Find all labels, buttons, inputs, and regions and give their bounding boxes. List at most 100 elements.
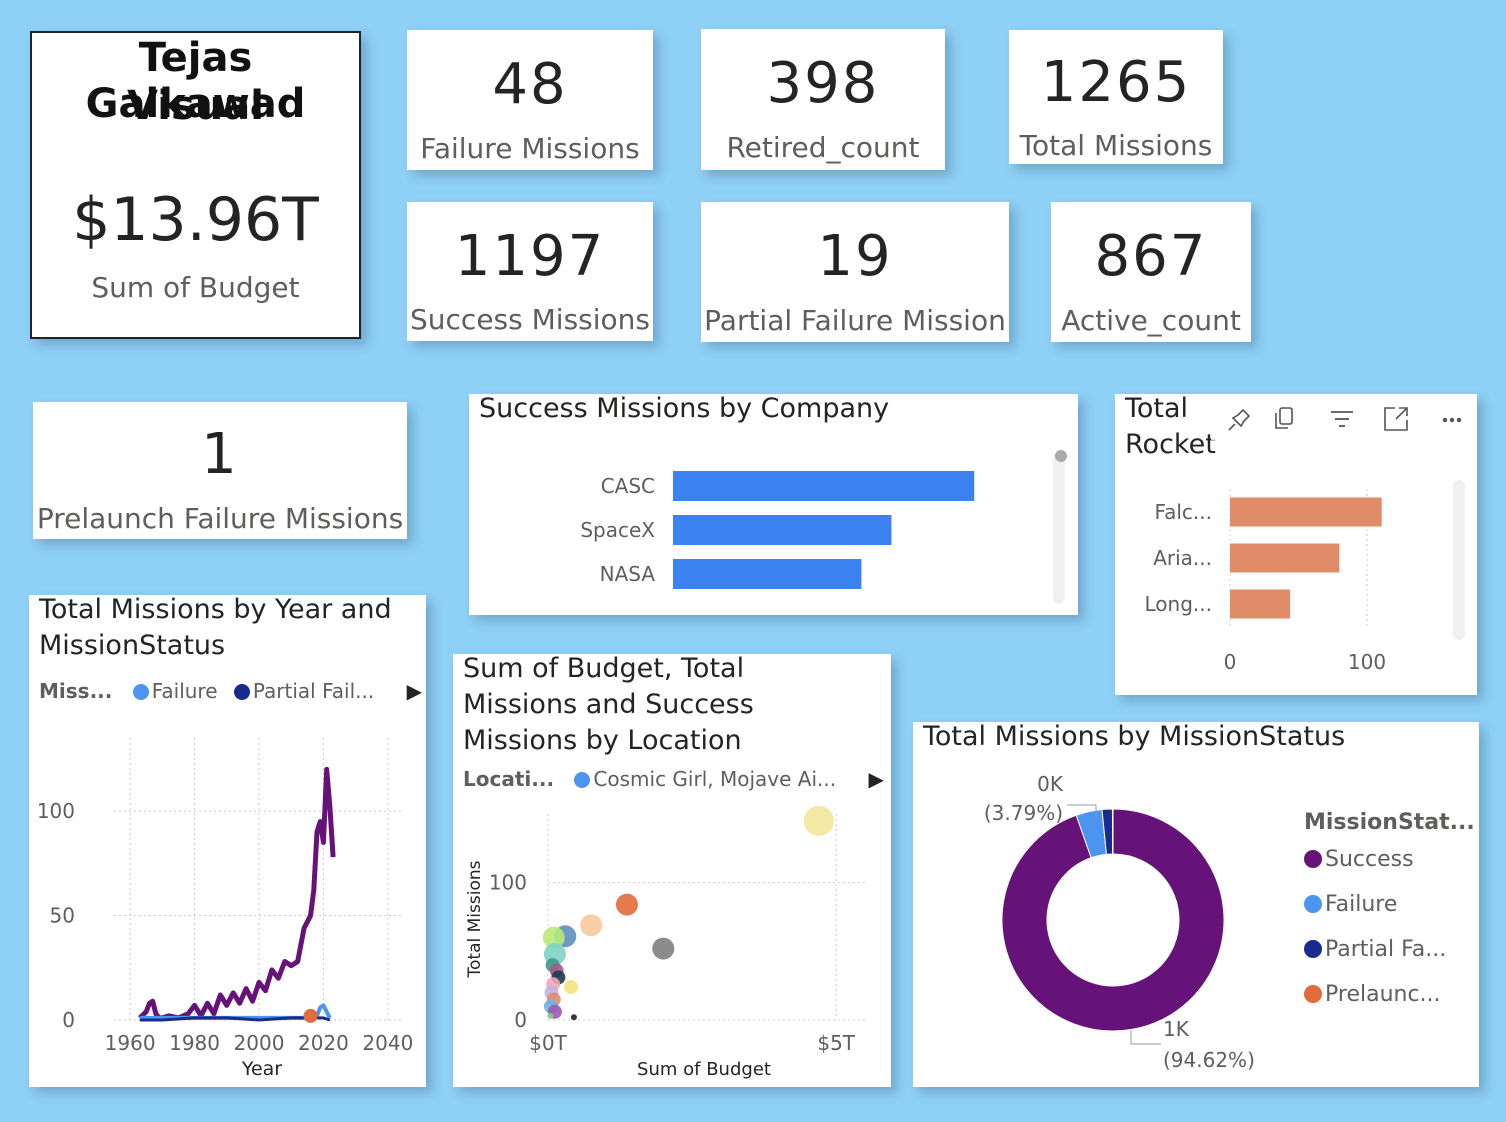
scatter-point [615, 893, 638, 916]
legend-dot-icon [132, 684, 149, 700]
legend-item-location[interactable]: Cosmic Girl, Mojave Ai... [574, 767, 836, 791]
scatter-point [542, 926, 565, 949]
legend: MissionStat... Success Failure Partial F… [1304, 810, 1475, 1007]
chart-title-line1: Total [1125, 393, 1189, 424]
legend-item-success[interactable]: Success [1304, 847, 1475, 872]
kpi-partial-failure[interactable]: 19 Partial Failure Mission [701, 202, 1009, 342]
donut-plot: 0K (3.79%) 1K (94.62%) [984, 772, 1255, 1072]
kpi-retired-count[interactable]: 398 Retired_count [701, 29, 945, 170]
kpi-label: Active_count [1061, 304, 1241, 337]
legend-label: Partial Fa... [1325, 937, 1447, 962]
legend-next-arrow-icon[interactable]: ▶ [406, 679, 422, 703]
rocket-bar-plot: Falc... Aria... Long... 0 100 [1145, 407, 1465, 674]
series-point-prelaunch-failure [303, 1008, 318, 1023]
legend-label: Failure [1325, 892, 1398, 917]
filter-icon[interactable] [1331, 411, 1353, 427]
kpi-value: 48 [492, 52, 568, 117]
bar-rocket [1230, 543, 1340, 573]
focus-mode-icon[interactable] [1384, 407, 1408, 431]
category-label: Long... [1145, 592, 1212, 616]
bar-rocket [1230, 497, 1382, 527]
scatter-point [652, 937, 675, 960]
pin-icon[interactable] [1228, 408, 1251, 431]
category-label: Falc... [1154, 500, 1212, 524]
kpi-success-missions[interactable]: 1197 Success Missions [407, 202, 653, 341]
y-tick-label: 50 [50, 904, 75, 928]
year-line-plot: 1960 1980 2000 2020 2040 0 50 100 Year [37, 738, 413, 1080]
kpi-label: Failure Missions [420, 132, 640, 165]
legend-dot-icon [1304, 985, 1322, 1003]
author-subtitle: Visual [127, 83, 264, 129]
legend-next-arrow-icon[interactable]: ▶ [868, 767, 884, 791]
legend-label: Cosmic Girl, Mojave Ai... [593, 767, 837, 791]
y-axis-title: Total Missions [465, 860, 485, 978]
series-line-partial-failure [139, 1016, 331, 1022]
missions-by-status-donut[interactable]: Total Missions by MissionStatus 0K (3.79%… [913, 721, 1479, 1087]
chart-title: Total Missions by MissionStatus [923, 721, 1346, 752]
scrollbar-track[interactable] [1453, 480, 1465, 640]
legend-item-failure[interactable]: Failure [1304, 892, 1475, 917]
scatter-point [564, 980, 579, 995]
x-tick-label: 100 [1348, 650, 1386, 674]
budget-value: $13.96T [72, 185, 319, 255]
scatter-point [803, 805, 834, 836]
kpi-label: Success Missions [410, 303, 650, 336]
legend-dot-icon [1304, 850, 1322, 868]
category-label: SpaceX [580, 518, 655, 542]
x-axis-title: Sum of Budget [637, 1059, 771, 1080]
author-name: Tejas Gaikawad [85, 35, 306, 127]
bar-casc [673, 471, 975, 501]
legend-title: MissionStat... [1304, 810, 1475, 835]
x-tick-label: $0T [529, 1031, 567, 1055]
data-label-percent: (3.79%) [984, 801, 1063, 825]
kpi-label: Total Missions [1019, 129, 1213, 162]
data-label-value: 1K [1163, 1017, 1190, 1041]
legend: Locati... Cosmic Girl, Mojave Ai... ▶ [463, 767, 884, 791]
legend-label: Partial Fail... [252, 679, 375, 703]
x-axis-title: Year [241, 1058, 282, 1080]
series-line-success [138, 766, 336, 1021]
chart-title-line3: Missions by Location [463, 725, 742, 756]
budget-label: Sum of Budget [91, 271, 300, 304]
success-by-company-chart[interactable]: Success Missions by Company Company CASC… [469, 393, 1078, 615]
kpi-label: Partial Failure Mission [704, 304, 1006, 337]
chart-title-line1: Sum of Budget, Total [463, 653, 745, 684]
author-budget-card: Tejas Gaikawad Visual $13.96T Sum of Bud… [30, 31, 361, 339]
leader-line [1130, 1030, 1161, 1045]
scrollbar-thumb[interactable] [1055, 450, 1067, 462]
kpi-total-missions[interactable]: 1265 Total Missions [1009, 30, 1223, 164]
x-tick-label: 2000 [234, 1031, 285, 1055]
x-tick-label: 0 [1224, 650, 1237, 674]
legend-item-failure[interactable]: Failure [132, 679, 218, 703]
missions-by-year-chart[interactable]: Total Missions by Year and MissionStatus… [29, 594, 426, 1087]
visual-header-toolbar [1211, 400, 1476, 440]
scatter-point [547, 1012, 554, 1019]
scrollbar-track[interactable] [1053, 452, 1065, 604]
copy-icon[interactable] [1275, 407, 1293, 429]
kpi-failure-missions[interactable]: 48 Failure Missions [407, 30, 653, 170]
x-tick-label: 1960 [105, 1031, 156, 1055]
legend-item-partial[interactable]: Partial Fail... [233, 679, 375, 703]
budget-location-scatter-chart[interactable]: Sum of Budget, Total Missions and Succes… [453, 653, 891, 1087]
leader-line [1067, 804, 1097, 817]
category-label: CASC [601, 474, 655, 498]
legend-dot-icon [233, 684, 250, 700]
legend-item-partial[interactable]: Partial Fa... [1304, 937, 1475, 962]
chart-title-line2: Rocket [1125, 429, 1216, 460]
data-label-value: 0K [1037, 772, 1064, 796]
legend-item-prelaunch[interactable]: Prelaunc... [1304, 982, 1475, 1007]
more-options-icon[interactable] [1442, 417, 1462, 423]
kpi-label: Prelaunch Failure Missions [36, 502, 404, 535]
kpi-active-count[interactable]: 867 Active_count [1051, 202, 1251, 342]
legend-dot-icon [1304, 895, 1322, 913]
kpi-prelaunch-failure[interactable]: 1 Prelaunch Failure Missions [33, 402, 407, 539]
scatter-point [570, 1014, 577, 1021]
chart-title-line1: Total Missions by Year and [39, 594, 392, 625]
series-line-failure [139, 1003, 332, 1020]
scatter-plot: $0T $5T 0 100 Sum of Budget Total Missions [465, 805, 865, 1080]
legend: Miss... Failure Partial Fail... ▶ [39, 679, 422, 703]
y-tick-label: 100 [489, 871, 527, 895]
chart-title: Success Missions by Company [479, 393, 890, 424]
total-by-rocket-chart[interactable]: Total Rocket Falc... Aria... Long... 0 100 [1115, 393, 1477, 695]
donut-slice-prelaunch-failure [1111, 808, 1114, 855]
